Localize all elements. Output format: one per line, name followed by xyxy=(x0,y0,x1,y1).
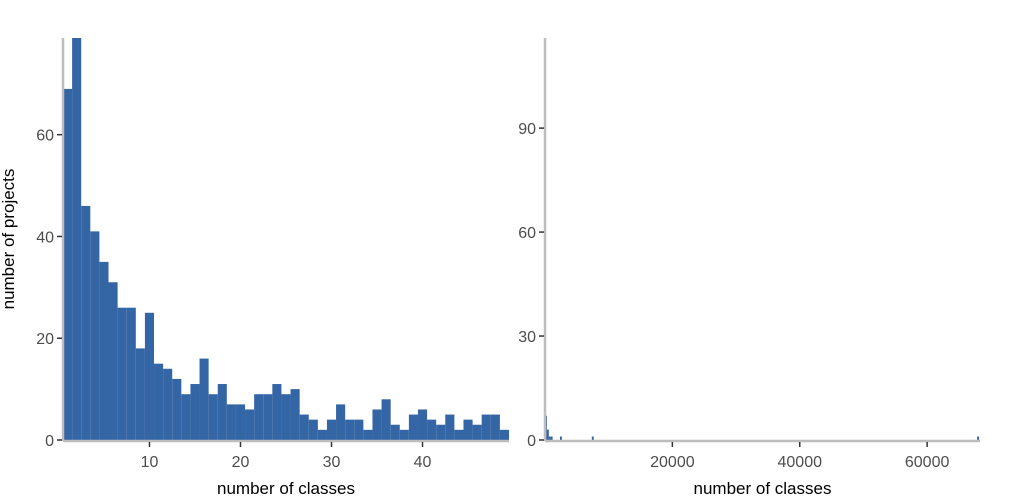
histogram-bar xyxy=(445,414,455,440)
histogram-bar xyxy=(72,38,82,440)
histogram-bar xyxy=(190,384,200,440)
histogram-bar xyxy=(281,394,291,440)
histogram-bar xyxy=(63,88,73,440)
histogram-bar xyxy=(154,363,164,440)
histogram-bar xyxy=(81,205,91,440)
histogram-bar xyxy=(235,404,246,440)
histogram-bar xyxy=(117,307,127,440)
histogram-bar xyxy=(317,429,327,440)
histogram-bar xyxy=(417,409,428,440)
histogram-bar xyxy=(490,414,500,440)
histogram-bar xyxy=(208,394,218,440)
histogram-bar xyxy=(559,436,562,440)
y-tick-label: 30 xyxy=(518,329,536,346)
histogram-bar xyxy=(326,419,337,440)
histogram-bar xyxy=(108,282,118,440)
histogram-bar xyxy=(399,429,409,440)
histogram-bar xyxy=(199,358,209,440)
y-tick-label: 20 xyxy=(36,331,54,348)
x-tick-label: 40000 xyxy=(778,454,823,471)
histogram-bar xyxy=(463,419,473,440)
histogram-bar xyxy=(144,312,155,440)
x-tick-label: 10 xyxy=(141,454,159,471)
histogram-bar xyxy=(354,419,364,440)
histogram-bar xyxy=(381,399,391,440)
x-tick-label: 40 xyxy=(414,454,432,471)
histogram-bar xyxy=(308,419,318,440)
x-axis-title: number of classes xyxy=(694,479,832,498)
histogram-bar xyxy=(427,419,437,440)
histogram-bar xyxy=(126,307,136,440)
x-tick-label: 20000 xyxy=(650,454,695,471)
histogram-bar xyxy=(181,394,191,440)
y-axis-title: number of projects xyxy=(0,169,18,310)
histogram-bar xyxy=(263,394,273,440)
histogram-bar xyxy=(163,368,173,440)
histogram-bar xyxy=(254,394,264,440)
histogram-bar xyxy=(135,348,145,440)
histogram-bar xyxy=(550,436,553,440)
x-tick-label: 20 xyxy=(232,454,250,471)
histogram-bar xyxy=(436,424,446,440)
x-tick-label: 60000 xyxy=(905,454,950,471)
histogram-bar xyxy=(99,261,109,440)
histogram-bar xyxy=(977,436,980,440)
histogram-bar xyxy=(454,429,464,440)
histogram-bar xyxy=(363,429,373,440)
histogram-bar xyxy=(546,429,549,440)
histogram-bar xyxy=(245,409,255,440)
histogram-bar xyxy=(408,414,418,440)
histogram-bar xyxy=(90,231,100,440)
histogram-bar xyxy=(390,424,400,440)
histogram-bar xyxy=(299,414,309,440)
y-tick-label: 0 xyxy=(527,433,536,450)
histogram-bar xyxy=(272,384,282,440)
histogram-bar xyxy=(372,409,382,440)
histogram-bar xyxy=(499,429,509,440)
histogram-bar xyxy=(481,414,491,440)
histogram-bar xyxy=(548,436,551,440)
y-tick-label: 90 xyxy=(518,121,536,138)
x-axis-title: number of classes xyxy=(217,479,355,498)
y-tick-label: 60 xyxy=(518,225,536,242)
x-tick-label: 30 xyxy=(323,454,341,471)
y-tick-label: 0 xyxy=(45,433,54,450)
histogram-bar xyxy=(290,389,300,440)
histogram-bar xyxy=(345,419,355,440)
histogram-bar xyxy=(472,424,482,440)
histogram-bar xyxy=(591,436,594,440)
y-tick-label: 60 xyxy=(36,128,54,145)
y-tick-label: 40 xyxy=(36,229,54,246)
histogram-bar xyxy=(172,378,182,440)
histogram-bar xyxy=(226,404,236,440)
histogram-bar xyxy=(217,384,227,440)
histogram-bar xyxy=(336,404,346,440)
